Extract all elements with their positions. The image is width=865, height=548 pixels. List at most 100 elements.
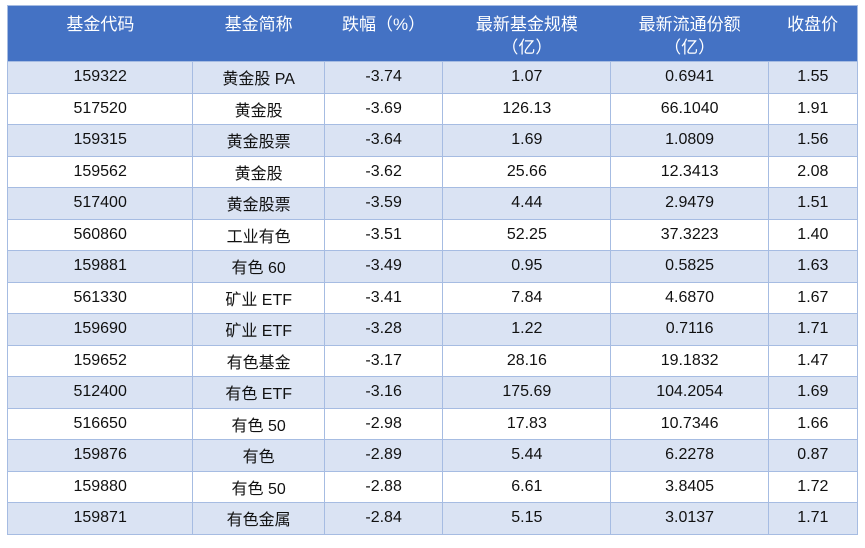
cell-close_price: 1.63 [767, 250, 859, 283]
cell-name: 工业有色 [192, 218, 326, 251]
table-row: 159880 有色 50 -2.88 6.61 3.8405 1.72 [6, 470, 859, 503]
cell-close_price: 1.69 [767, 376, 859, 409]
table-row: 159881 有色 60 -3.49 0.95 0.5825 1.63 [6, 250, 859, 283]
cell-close_price: 1.47 [767, 344, 859, 377]
cell-fund_scale: 1.69 [442, 124, 612, 157]
cell-name: 矿业 ETF [192, 313, 326, 346]
cell-fund_scale: 52.25 [442, 218, 612, 251]
cell-circulating_shares: 1.0809 [610, 124, 769, 157]
cell-decline_pct: -3.62 [324, 155, 444, 188]
cell-name: 有色 ETF [192, 376, 326, 409]
column-header-label: 跌幅（%） [342, 15, 426, 34]
cell-fund_scale: 7.84 [442, 281, 612, 314]
cell-circulating_shares: 10.7346 [610, 407, 769, 440]
fund-table: 基金代码 基金简称 跌幅（%） 最新基金规模 （亿） 最新流通份额 （ [6, 5, 859, 535]
column-header-sublabel: （亿） [664, 38, 716, 57]
cell-name: 有色 50 [192, 470, 326, 503]
cell-code: 561330 [6, 281, 194, 314]
cell-close_price: 1.91 [767, 92, 859, 125]
table-row: 159652 有色基金 -3.17 28.16 19.1832 1.47 [6, 344, 859, 377]
cell-code: 159322 [6, 61, 194, 94]
cell-circulating_shares: 3.0137 [610, 502, 769, 535]
cell-fund_scale: 4.44 [442, 187, 612, 220]
cell-code: 159652 [6, 344, 194, 377]
cell-decline_pct: -2.98 [324, 407, 444, 440]
cell-circulating_shares: 3.8405 [610, 470, 769, 503]
cell-circulating_shares: 104.2054 [610, 376, 769, 409]
cell-fund_scale: 5.44 [442, 439, 612, 472]
cell-code: 159876 [6, 439, 194, 472]
table-row: 159322 黄金股 PA -3.74 1.07 0.6941 1.55 [6, 61, 859, 94]
cell-circulating_shares: 66.1040 [610, 92, 769, 125]
cell-code: 159562 [6, 155, 194, 188]
cell-decline_pct: -3.16 [324, 376, 444, 409]
cell-fund_scale: 126.13 [442, 92, 612, 125]
column-header-close-price: 收盘价 [768, 5, 858, 62]
cell-close_price: 1.40 [767, 218, 859, 251]
column-header-decline-pct: 跌幅（%） [324, 5, 443, 62]
cell-name: 有色金属 [192, 502, 326, 535]
table-row: 159562 黄金股 -3.62 25.66 12.3413 2.08 [6, 155, 859, 188]
cell-decline_pct: -3.51 [324, 218, 444, 251]
cell-circulating_shares: 19.1832 [610, 344, 769, 377]
cell-close_price: 1.56 [767, 124, 859, 157]
cell-decline_pct: -2.88 [324, 470, 444, 503]
cell-code: 517520 [6, 92, 194, 125]
cell-code: 159871 [6, 502, 194, 535]
cell-fund_scale: 6.61 [442, 470, 612, 503]
cell-code: 517400 [6, 187, 194, 220]
table-row: 517400 黄金股票 -3.59 4.44 2.9479 1.51 [6, 187, 859, 220]
cell-circulating_shares: 12.3413 [610, 155, 769, 188]
cell-name: 有色 60 [192, 250, 326, 283]
table-row: 560860 工业有色 -3.51 52.25 37.3223 1.40 [6, 218, 859, 251]
cell-circulating_shares: 0.5825 [610, 250, 769, 283]
cell-close_price: 1.51 [767, 187, 859, 220]
column-header-name: 基金简称 [192, 5, 325, 62]
cell-name: 有色 50 [192, 407, 326, 440]
cell-fund_scale: 175.69 [442, 376, 612, 409]
cell-name: 黄金股票 [192, 187, 326, 220]
cell-close_price: 1.71 [767, 502, 859, 535]
table-row: 159315 黄金股票 -3.64 1.69 1.0809 1.56 [6, 124, 859, 157]
cell-circulating_shares: 0.7116 [610, 313, 769, 346]
cell-code: 159880 [6, 470, 194, 503]
cell-decline_pct: -3.41 [324, 281, 444, 314]
table-row: 516650 有色 50 -2.98 17.83 10.7346 1.66 [6, 407, 859, 440]
cell-fund_scale: 28.16 [442, 344, 612, 377]
cell-close_price: 1.67 [767, 281, 859, 314]
cell-circulating_shares: 2.9479 [610, 187, 769, 220]
cell-close_price: 1.66 [767, 407, 859, 440]
cell-fund_scale: 1.22 [442, 313, 612, 346]
cell-close_price: 1.71 [767, 313, 859, 346]
table-row: 517520 黄金股 -3.69 126.13 66.1040 1.91 [6, 92, 859, 125]
table-header-row: 基金代码 基金简称 跌幅（%） 最新基金规模 （亿） 最新流通份额 （ [7, 5, 858, 62]
column-header-label: 最新基金规模 [475, 15, 578, 34]
table-row: 159690 矿业 ETF -3.28 1.22 0.7116 1.71 [6, 313, 859, 346]
cell-code: 512400 [6, 376, 194, 409]
cell-code: 159315 [6, 124, 194, 157]
cell-name: 黄金股票 [192, 124, 326, 157]
column-header-label: 基金代码 [66, 15, 135, 34]
cell-decline_pct: -3.59 [324, 187, 444, 220]
cell-fund_scale: 5.15 [442, 502, 612, 535]
cell-fund_scale: 1.07 [442, 61, 612, 94]
cell-circulating_shares: 37.3223 [610, 218, 769, 251]
cell-decline_pct: -2.89 [324, 439, 444, 472]
cell-close_price: 2.08 [767, 155, 859, 188]
cell-name: 有色基金 [192, 344, 326, 377]
cell-decline_pct: -3.28 [324, 313, 444, 346]
cell-close_price: 1.72 [767, 470, 859, 503]
column-header-label: 最新流通份额 [638, 15, 741, 34]
cell-decline_pct: -3.74 [324, 61, 444, 94]
table-body: 159322 黄金股 PA -3.74 1.07 0.6941 1.55 517520 黄金股… [6, 61, 859, 535]
cell-code: 516650 [6, 407, 194, 440]
cell-name: 黄金股 [192, 155, 326, 188]
column-header-label: 收盘价 [787, 15, 839, 34]
table-header: 基金代码 基金简称 跌幅（%） 最新基金规模 （亿） 最新流通份额 （ [7, 5, 858, 62]
cell-name: 有色 [192, 439, 326, 472]
column-header-fund-scale: 最新基金规模 （亿） [442, 5, 611, 62]
cell-fund_scale: 17.83 [442, 407, 612, 440]
cell-decline_pct: -3.64 [324, 124, 444, 157]
cell-decline_pct: -3.69 [324, 92, 444, 125]
column-header-code: 基金代码 [7, 5, 193, 62]
